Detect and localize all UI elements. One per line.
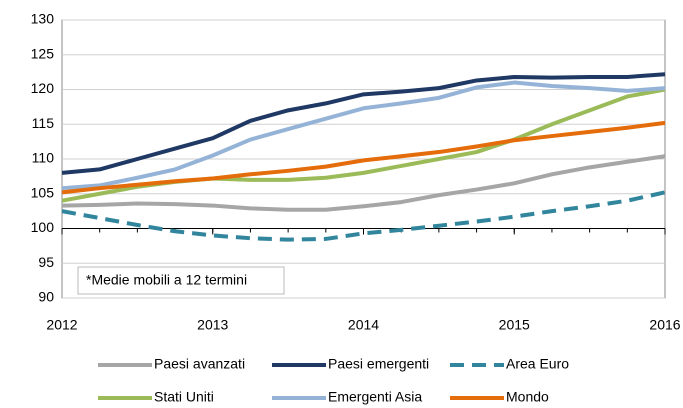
legend-label: Area Euro: [506, 356, 569, 372]
annotation: *Medie mobili a 12 termini: [86, 272, 247, 288]
series-line: [61, 72, 666, 175]
x-tick-label: 2013: [197, 317, 228, 333]
y-tick-label: 115: [32, 115, 55, 131]
series-line: [61, 154, 666, 212]
x-tick-label: 2015: [499, 317, 530, 333]
y-tick-label: 120: [31, 80, 55, 96]
legend-label: Paesi emergenti: [328, 356, 429, 372]
y-tick-label: 125: [31, 45, 55, 61]
y-tick-label: 90: [38, 289, 54, 305]
y-tick-label: 130: [31, 11, 55, 27]
legend-label: Paesi avanzati: [154, 356, 245, 372]
series-line: [61, 80, 666, 191]
y-tick-label: 100: [31, 219, 55, 235]
x-tick-label: 2012: [46, 317, 77, 333]
annotation-box: [77, 266, 285, 295]
series-line: [61, 120, 666, 195]
y-tick-label: 110: [32, 150, 55, 166]
legend-label: Mondo: [506, 389, 549, 405]
y-tick-label: 105: [31, 184, 55, 200]
legend-label: Stati Uniti: [154, 389, 214, 405]
y-tick-label: 95: [38, 254, 54, 270]
x-tick-label: 2014: [348, 317, 379, 333]
series-line: [61, 190, 666, 242]
legend-label: Emergenti Asia: [328, 389, 422, 405]
x-tick-label: 2016: [649, 317, 680, 333]
